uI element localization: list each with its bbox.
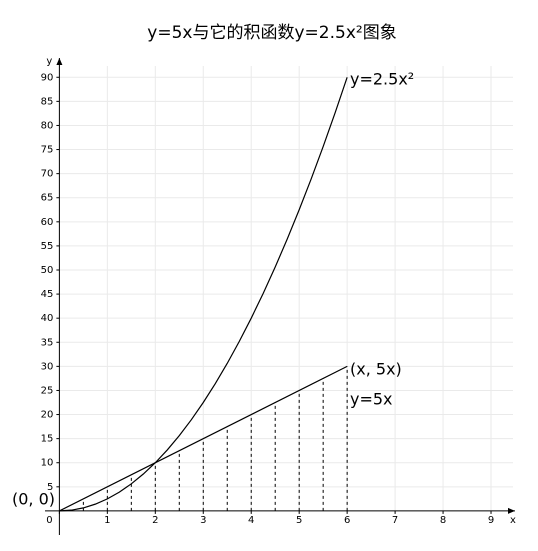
y-axis-arrow xyxy=(56,58,63,65)
y-tick-label: 40 xyxy=(41,313,54,324)
x-tick-label: 9 xyxy=(488,515,494,526)
y-tick-label: 35 xyxy=(41,337,54,348)
x-tick-label: 1 xyxy=(104,515,110,526)
y-tick-label: 75 xyxy=(41,145,54,156)
annotation: (x, 5x) xyxy=(350,360,402,379)
x-tick-label: 5 xyxy=(296,515,302,526)
x-tick-label: 6 xyxy=(344,515,350,526)
x-axis-label: x xyxy=(510,515,516,526)
x-tick-label: 0 xyxy=(46,515,52,526)
line xyxy=(59,365,348,512)
line xyxy=(59,77,348,512)
chart-title: y=5x与它的积函数y=2.5x²图象 xyxy=(147,23,396,43)
y-tick-label: 55 xyxy=(41,241,54,252)
y-tick-label: 20 xyxy=(41,410,54,421)
y-tick-label: 30 xyxy=(41,361,54,372)
x-tick-label: 2 xyxy=(152,515,158,526)
y-tick-label: 10 xyxy=(41,458,54,469)
x-tick-label: 8 xyxy=(440,515,446,526)
y-tick-label: 80 xyxy=(41,120,54,131)
y-tick-label: 25 xyxy=(41,385,54,396)
x-tick-label: 4 xyxy=(248,515,254,526)
y-tick-label: 50 xyxy=(41,265,54,276)
x-tick-label: 7 xyxy=(392,515,398,526)
y-axis-label: y xyxy=(46,56,52,67)
annotation: y=2.5x² xyxy=(350,70,414,89)
y-tick-label: 15 xyxy=(41,434,54,445)
y-tick-label: 70 xyxy=(41,169,54,180)
y-tick-label: 90 xyxy=(41,72,54,83)
x-tick-label: 3 xyxy=(200,515,206,526)
annotation: (0, 0) xyxy=(12,490,55,509)
annotation: y=5x xyxy=(350,390,393,409)
y-tick-label: 85 xyxy=(41,96,54,107)
y-tick-label: 65 xyxy=(41,193,54,204)
y-tick-label: 60 xyxy=(41,217,54,228)
y-tick-label: 45 xyxy=(41,289,54,300)
y-tick-label: 5 xyxy=(47,482,53,493)
x-axis-arrow xyxy=(508,507,515,514)
